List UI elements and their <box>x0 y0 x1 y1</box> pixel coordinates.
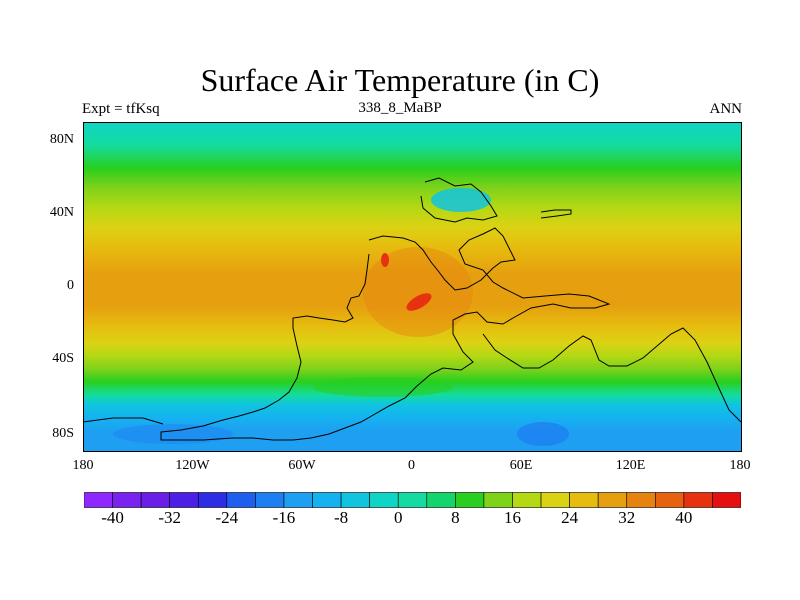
colorbar-label: -8 <box>333 508 349 527</box>
colorbar-label: 0 <box>393 508 403 527</box>
coastline-northern-island <box>540 209 572 219</box>
colorbar-swatch <box>597 492 628 508</box>
colorbar-swatch <box>455 492 485 508</box>
coastline-main-landmass <box>160 227 611 441</box>
longitude-tick-label: 180 <box>72 458 94 473</box>
colorbar-swatch <box>569 492 599 508</box>
colorbar-swatch <box>283 492 313 508</box>
colorbar-label: 24 <box>561 508 579 527</box>
southern-cold-pool <box>517 422 569 446</box>
colorbar-label: -32 <box>158 508 182 527</box>
coastline-northern-continent <box>420 177 498 223</box>
colorbar-swatch <box>140 492 171 508</box>
colorbar-swatch <box>483 492 513 508</box>
map-title: Surface Air Temperature (in C) <box>200 62 600 98</box>
coastline-southern-coast <box>482 327 741 423</box>
latitude-tick-label: 0 <box>67 278 74 293</box>
colorbar-swatch <box>540 492 570 508</box>
southern-cold-pool-2 <box>113 424 233 444</box>
temperature-map <box>83 122 741 451</box>
background-field <box>83 122 741 451</box>
colorbar-label: -24 <box>215 508 239 527</box>
tropical-hot-spot <box>381 253 389 267</box>
colorbar <box>83 492 742 508</box>
colorbar-label: 8 <box>451 508 460 527</box>
coastline-southern-rim <box>83 417 164 425</box>
temperature-field <box>83 122 741 451</box>
latitude-tick-label: 40S <box>52 351 74 366</box>
longitude-tick-label: 60W <box>288 458 316 473</box>
longitude-tick-label: 60E <box>509 458 533 473</box>
colorbar-swatch <box>169 492 199 508</box>
longitude-tick-label: 0 <box>408 458 415 473</box>
colorbar-swatch <box>112 492 142 508</box>
season-label: ANN <box>709 101 743 117</box>
colorbar-swatch <box>226 492 256 508</box>
tropical-warm-region <box>363 247 473 337</box>
colorbar-swatch <box>255 492 285 508</box>
colorbar-label: -40 <box>101 508 124 527</box>
experiment-label: Expt = tfKsq <box>82 101 160 117</box>
colorbar-label: -16 <box>272 508 296 527</box>
colorbar-swatch <box>312 492 342 508</box>
colorbar-swatch <box>626 492 656 508</box>
colorbar-swatch <box>340 492 370 508</box>
colorbar-label: 40 <box>675 508 693 527</box>
latitude-tick-label: 80S <box>52 426 74 441</box>
colorbar-svg <box>83 492 742 508</box>
latitude-tick-label: 40N <box>49 205 74 220</box>
colorbar-swatch <box>83 492 113 508</box>
colorbar-swatch <box>712 492 742 508</box>
longitude-tick-label: 180 <box>729 458 751 473</box>
longitude-tick-label: 120E <box>615 458 646 473</box>
southern-green-tongue <box>313 377 453 397</box>
equatorial-hot-spot <box>406 293 432 311</box>
longitude-tick-label: 120W <box>175 458 210 473</box>
colorbar-swatch <box>369 492 399 508</box>
colorbar-swatch <box>512 492 542 508</box>
colorbar-swatch <box>426 492 456 508</box>
colorbar-swatch <box>683 492 713 508</box>
colorbar-swatch <box>197 492 228 508</box>
latitude-tick-label: 80N <box>49 132 74 147</box>
colorbar-label: 16 <box>503 508 521 527</box>
colorbar-label: 32 <box>618 508 636 527</box>
high-latitude-continent <box>431 188 491 212</box>
map-frame <box>83 122 742 452</box>
period-label: 338_8_MaBP <box>358 100 442 116</box>
colorbar-swatch <box>654 492 685 508</box>
coastlines <box>83 177 741 441</box>
colorbar-swatch <box>397 492 428 508</box>
